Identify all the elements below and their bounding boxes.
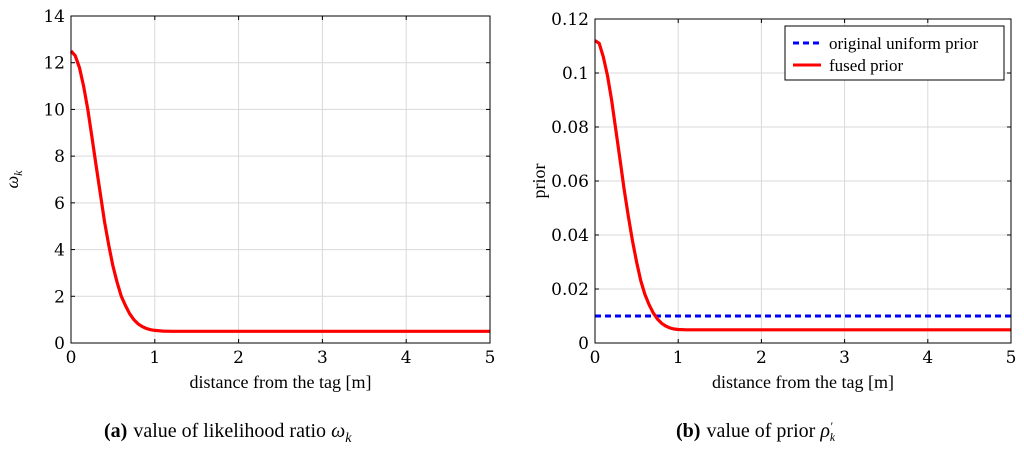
y-tick-label: 0.1 xyxy=(562,64,589,84)
chart-b: 0 1 2 3 4 5 0 0.02 0.04 0.06 0.08 0.1 0.12 distance … xyxy=(529,10,1016,392)
chart-b-legend-box xyxy=(784,25,1005,81)
caption-a-text: value of likelihood ratio xyxy=(133,420,327,442)
y-tick-label: 0 xyxy=(578,334,589,354)
chart-a-ylabel: ωk xyxy=(2,170,25,189)
series-line-fused-prior xyxy=(594,39,1011,332)
caption-a: (a) value of likelihood ratio ωk xyxy=(104,420,351,447)
chart-a-series xyxy=(69,49,490,333)
x-tick-label: 2 xyxy=(756,348,767,368)
y-tick-label: 0.02 xyxy=(551,280,589,300)
y-tick-label: 14 xyxy=(43,7,65,27)
y-tick-label: 0.08 xyxy=(551,118,589,138)
x-tick-label: 1 xyxy=(149,348,160,368)
y-tick-label: 0 xyxy=(54,334,65,354)
chart-b-series xyxy=(594,39,1011,332)
caption-a-sub: k xyxy=(345,431,352,446)
chart-b-xlabel: distance from the tag [m] xyxy=(712,372,894,392)
legend-label-fused-prior: fused prior xyxy=(829,56,903,75)
caption-b-sub: k xyxy=(829,431,836,445)
chart-a-xlabel: distance from the tag [m] xyxy=(190,372,372,392)
chart-a-ylabel-sub: k xyxy=(11,170,25,176)
chart-b-ylabel: prior xyxy=(529,164,549,199)
y-tick-label: 10 xyxy=(43,100,65,120)
y-tick-label: 6 xyxy=(54,194,65,214)
y-tick-label: 2 xyxy=(54,287,65,307)
x-tick-label: 4 xyxy=(401,348,412,368)
x-tick-label: 0 xyxy=(590,348,601,368)
x-tick-label: 5 xyxy=(1006,348,1017,368)
y-tick-label: 0.04 xyxy=(551,226,589,246)
chart-a-frame xyxy=(70,15,491,344)
x-tick-label: 0 xyxy=(66,348,77,368)
y-tick-label: 12 xyxy=(43,54,65,74)
caption-b: (b) value of prior ρ ′ k xyxy=(676,420,835,444)
x-tick-label: 3 xyxy=(839,348,850,368)
caption-a-symbol: ω xyxy=(331,420,346,442)
x-tick-label: 3 xyxy=(317,348,328,368)
y-tick-label: 4 xyxy=(54,241,65,261)
caption-b-symbol: ρ xyxy=(820,420,830,442)
series-line-likelihood-ratio xyxy=(69,49,490,333)
x-tick-label: 5 xyxy=(485,348,496,368)
chart-b-ticks: 0 1 2 3 4 5 0 0.02 0.04 0.06 0.08 0.1 0.12 xyxy=(551,10,1016,368)
chart-b-legend: original uniform prior fused prior xyxy=(784,25,1005,81)
caption-b-sup: ′ xyxy=(829,419,833,433)
caption-a-label: (a) xyxy=(104,420,128,442)
caption-b-text: value of prior xyxy=(706,420,816,442)
legend-label-original-uniform-prior: original uniform prior xyxy=(829,34,979,53)
chart-a-grid xyxy=(70,15,491,344)
y-tick-label: 8 xyxy=(54,147,65,167)
chart-a-ylabel-symbol: ω xyxy=(2,176,22,189)
caption-b-label: (b) xyxy=(676,420,701,442)
y-tick-label: 0.06 xyxy=(551,172,589,192)
x-tick-label: 4 xyxy=(922,348,933,368)
x-tick-label: 2 xyxy=(233,348,244,368)
y-tick-label: 0.12 xyxy=(551,10,589,30)
x-tick-label: 1 xyxy=(673,348,684,368)
